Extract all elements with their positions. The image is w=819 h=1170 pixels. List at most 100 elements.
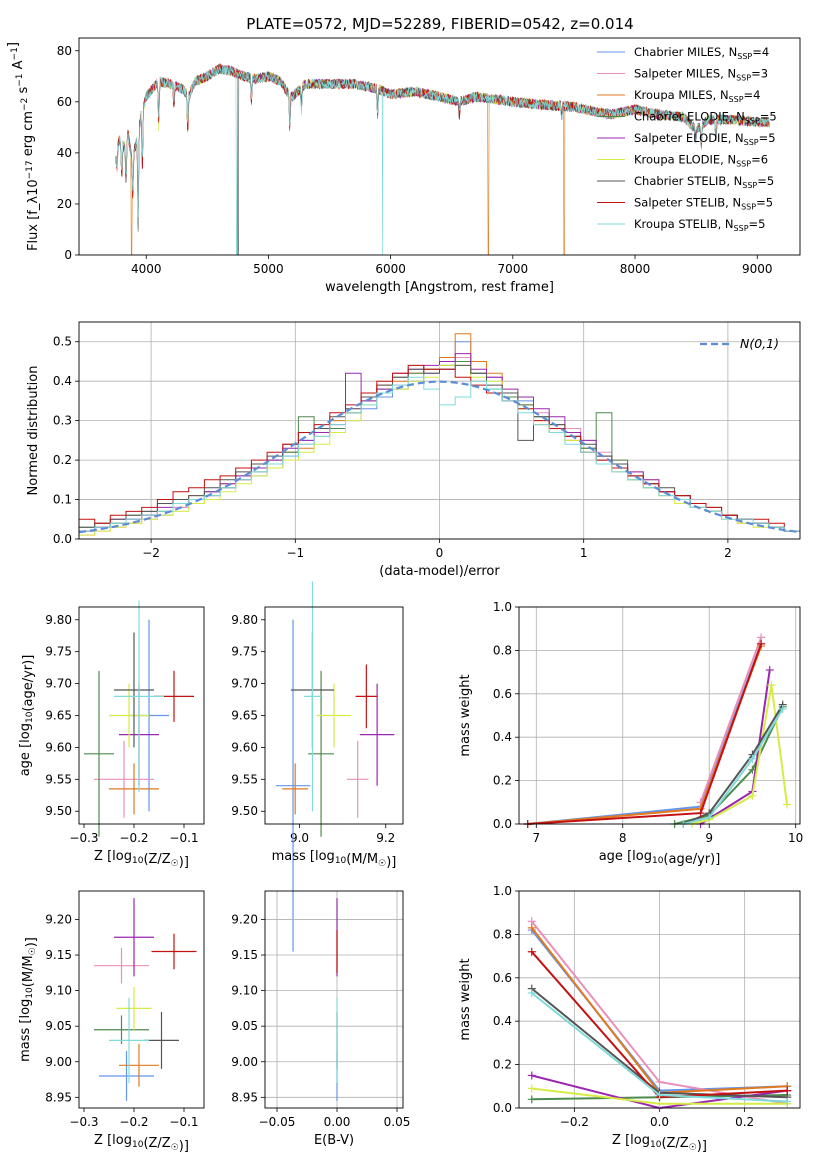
x-tick-label: 8000 [620,262,651,276]
y-tick-label: 9.75 [45,645,72,659]
x-tick-label: −0.3 [69,831,98,845]
y-tick-label: 9.00 [231,1055,258,1069]
weight-marker [527,1095,536,1104]
axes-frame [518,890,801,1109]
histogram-step [78,364,800,539]
y-tick-label: 9.15 [231,948,258,962]
weight-marker [757,639,766,648]
y-tick-label: 0.0 [53,532,72,546]
x-tick-label: 0.05 [384,1115,411,1129]
x-tick-label: 9.2 [376,831,395,845]
y-tick-label: 0.5 [53,335,72,349]
y-tick-label: 0.8 [493,927,512,941]
spectrum-panel: 4000 5000 6000 7000 8000 9000 0 20 40 60 80 wavelen… [6,37,801,295]
age-vs-Z-panel: −0.3 −0.2 −0.1 9.50 9.55 9.60 9.65 9.70 9.75 9.80… [18,600,205,870]
y-tick-label: 1.0 [493,884,512,898]
weight-marker [527,923,536,932]
histogram-step [78,376,800,539]
y-tick-label: 0 [64,248,72,262]
weight-marker [527,1071,536,1080]
y-axis-label: Normed distribution [26,366,41,496]
weight-line [699,637,763,803]
weight-marker [655,1090,664,1099]
spectrum-legend: Chabrier MILES, NSSP=4 Salpeter MILES, NS… [597,45,777,233]
legend-entry: Salpeter MILES, NSSP=3 [634,67,768,83]
y-tick-label: 9.65 [45,709,72,723]
y-axis-label: mass weight [458,958,473,1040]
y-tick-label: 8.95 [231,1090,258,1104]
weight-marker [783,800,792,809]
x-axis-label: Z [log10(Z/Z☉)] [94,1133,189,1154]
y-tick-label: 0.0 [493,817,512,831]
x-tick-label: −1 [286,546,304,560]
y-tick-label: 0.1 [53,493,72,507]
y-tick-label: 40 [57,146,72,160]
weight-marker [527,947,536,956]
x-tick-label: 0.00 [324,1115,351,1129]
x-axis-label: wavelength [Angstrom, rest frame] [325,280,554,295]
x-tick-label: −0.05 [259,1115,296,1129]
weight-marker [783,1086,792,1095]
y-tick-label: 9.10 [45,984,72,998]
y-tick-label: 9.00 [45,1055,72,1069]
y-tick-label: 0.2 [53,453,72,467]
x-tick-label: 0.2 [735,1115,754,1129]
legend-entry: Chabrier ELODIE, NSSP=5 [634,110,777,126]
y-tick-label: 0.3 [53,414,72,428]
y-axis-label: mass [log10(M/M☉)] [18,937,39,1062]
legend-entry: Chabrier STELIB, NSSP=5 [634,174,774,190]
x-tick-label: −0.3 [69,1115,98,1129]
y-tick-label: 9.05 [45,1019,72,1033]
y-tick-label: 9.15 [45,948,72,962]
mass-vs-EBV-panel: −0.05 0.00 0.05 8.95 9.00 9.05 9.10 9.15 9.20 E(B… [231,890,411,1148]
x-tick-label: 9.0 [290,831,309,845]
y-tick-label: 0.2 [493,1058,512,1072]
y-tick-label: 60 [57,95,72,109]
x-tick-label: 9 [705,831,713,845]
x-axis-label: age [log10(age/yr)] [599,849,721,867]
x-tick-label: 0.0 [650,1115,669,1129]
legend-entry: Kroupa MILES, NSSP=4 [634,88,760,104]
axes-frame [518,606,801,825]
weight-vs-Z-panel: −0.2 0.0 0.2 0.0 0.2 0.4 0.6 0.8 1.0 Z [log10(Z/Z… [458,884,801,1154]
x-tick-label: 6000 [375,262,406,276]
residuals-legend: N(0,1) [700,336,779,351]
x-tick-label: −0.1 [169,1115,198,1129]
axes-frame [78,37,801,256]
x-tick-label: 0 [436,546,444,560]
y-tick-label: 0.0 [493,1101,512,1115]
panels: 4000 5000 6000 7000 8000 9000020406080wavelen… [6,37,803,1154]
weight-marker [527,988,536,997]
y-axis-label: mass weight [458,674,473,756]
x-axis-label: E(B-V) [314,1133,354,1148]
x-axis-label: (data-model)/error [379,564,500,579]
x-tick-label: 10 [788,831,803,845]
axes-frame [264,890,404,1109]
weight-marker [778,704,787,713]
x-tick-label: 1 [580,546,588,560]
age-vs-mass-panel: 9.0 9.2 9.50 9.55 9.60 9.65 9.70 9.75 9.80 mass [… [231,581,404,952]
y-axis-label: age [log10(age/yr)] [18,655,36,777]
y-tick-label: 9.20 [45,912,72,926]
axes-frame [78,890,205,1109]
y-tick-label: 9.55 [45,772,72,786]
residuals-panel: −2 −1 0 1 2 0.0 0.1 0.2 0.3 0.4 0.5 (data-model)/er… [26,321,801,579]
weight-marker [748,754,757,763]
y-tick-label: 9.80 [45,613,72,627]
x-tick-label: 8 [619,831,627,845]
weight-marker [696,809,705,818]
y-tick-label: 0.6 [493,687,512,701]
x-tick-label: −2 [142,546,160,560]
y-tick-label: 1.0 [493,600,512,614]
legend-entry: N(0,1) [740,336,779,351]
x-axis-label: mass [log10(M/M☉)] [272,849,397,870]
weight-marker [748,791,757,800]
y-tick-label: 9.80 [231,613,258,627]
axes-frame [78,321,801,540]
mass-vs-Z-panel: −0.3 −0.2 −0.1 8.95 9.00 9.05 9.10 9.15 9.20 Z [l… [18,890,205,1154]
x-tick-label: 7000 [498,262,529,276]
y-tick-label: 9.60 [231,740,258,754]
y-tick-label: 0.4 [493,1014,512,1028]
legend-entry: Salpeter ELODIE, NSSP=5 [634,131,776,147]
